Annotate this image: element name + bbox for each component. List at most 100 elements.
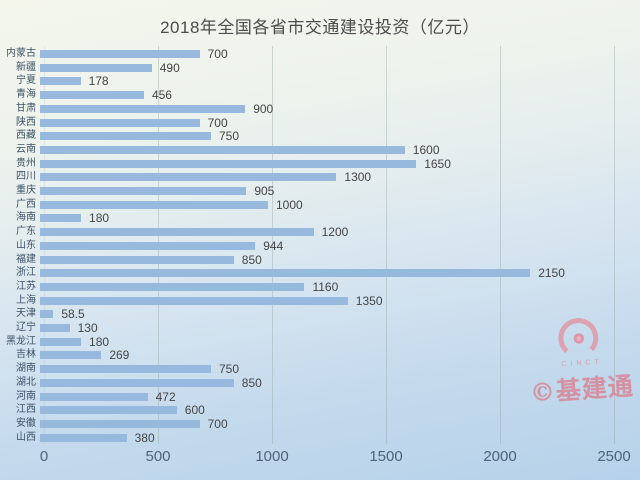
bar bbox=[40, 173, 337, 182]
value-label: 905 bbox=[254, 184, 275, 199]
value-label: 900 bbox=[253, 101, 274, 116]
value-label: 1000 bbox=[276, 197, 303, 212]
value-label: 1600 bbox=[412, 142, 440, 157]
category-label: 安徽 bbox=[16, 417, 36, 429]
bar-row: 重庆 905 bbox=[0, 184, 640, 199]
bar bbox=[40, 365, 211, 374]
bar bbox=[40, 255, 234, 264]
category-label: 重庆 bbox=[16, 185, 36, 197]
bar-row: 吉林 269 bbox=[0, 348, 640, 363]
value-label: 750 bbox=[219, 362, 240, 377]
bar-row: 湖北 850 bbox=[0, 376, 640, 390]
bar bbox=[40, 104, 246, 113]
category-label: 湖南 bbox=[16, 363, 36, 375]
bar-row: 江苏 1160 bbox=[0, 279, 640, 294]
category-label: 广东 bbox=[16, 226, 36, 238]
bar bbox=[40, 419, 200, 428]
bar-row: 广东 1200 bbox=[0, 225, 640, 240]
bar-row: 宁夏 178 bbox=[0, 74, 640, 89]
category-label: 上海 bbox=[16, 294, 36, 306]
category-label: 辽宁 bbox=[16, 322, 36, 334]
value-label: 750 bbox=[219, 129, 240, 144]
bar bbox=[40, 241, 256, 250]
bar bbox=[40, 187, 247, 196]
bar-row: 云南 1600 bbox=[0, 142, 640, 157]
bar-row: 新疆 490 bbox=[0, 60, 640, 75]
value-label: 1160 bbox=[312, 279, 339, 294]
x-tick-label: 1000 bbox=[255, 448, 289, 465]
category-label: 新疆 bbox=[16, 61, 36, 73]
value-label: 600 bbox=[184, 403, 205, 418]
x-tick-label: 0 bbox=[39, 448, 49, 465]
gridline bbox=[272, 46, 273, 444]
gridline bbox=[386, 46, 387, 444]
bar-row: 上海 1350 bbox=[0, 293, 640, 308]
value-label: 944 bbox=[263, 238, 284, 253]
value-label: 490 bbox=[159, 60, 180, 75]
bar bbox=[40, 63, 152, 72]
category-label: 江西 bbox=[16, 404, 36, 416]
bar-row: 西藏 750 bbox=[0, 129, 640, 144]
bar-row: 海南 180 bbox=[0, 211, 640, 225]
value-label: 58.5 bbox=[61, 307, 85, 322]
flower-icon bbox=[572, 332, 585, 344]
bar-row: 贵州 1650 bbox=[0, 156, 640, 171]
bar bbox=[40, 392, 148, 401]
watermark: CINCT ©基建通 bbox=[524, 314, 636, 409]
bar bbox=[40, 214, 82, 223]
x-tick-label: 1500 bbox=[369, 448, 403, 465]
category-label: 浙江 bbox=[16, 267, 36, 279]
x-tick-label: 2500 bbox=[597, 448, 631, 465]
value-label: 1650 bbox=[424, 156, 451, 171]
value-label: 700 bbox=[207, 115, 228, 130]
value-label: 1350 bbox=[355, 293, 383, 308]
bar-row: 黑龙江 180 bbox=[0, 334, 640, 349]
category-label: 宁夏 bbox=[16, 75, 36, 87]
bar-row: 安徽 700 bbox=[0, 417, 640, 431]
bar-row: 陕西 700 bbox=[0, 115, 640, 130]
bar-row: 河南 472 bbox=[0, 389, 640, 404]
watermark-brand-text: ©基建通 bbox=[529, 371, 635, 408]
category-label: 广西 bbox=[16, 198, 36, 210]
category-label: 天津 bbox=[16, 308, 36, 320]
bar bbox=[40, 118, 200, 127]
bar bbox=[40, 310, 54, 319]
bar bbox=[40, 296, 348, 305]
category-label: 山东 bbox=[16, 239, 36, 251]
chart-title: 2018年全国各省市交通建设投资（亿元） bbox=[160, 18, 480, 37]
bar-row: 甘肃 900 bbox=[0, 101, 640, 116]
bar bbox=[40, 282, 305, 291]
bar-row: 天津 58.5 bbox=[0, 307, 640, 322]
category-label: 云南 bbox=[16, 143, 36, 155]
x-tick-label: 500 bbox=[145, 448, 171, 465]
category-label: 内蒙古 bbox=[6, 48, 36, 59]
bar bbox=[40, 132, 211, 141]
bar bbox=[40, 433, 127, 442]
category-label: 山西 bbox=[16, 431, 36, 443]
gridline bbox=[614, 46, 615, 444]
value-label: 178 bbox=[88, 74, 109, 89]
bar-row: 福建 850 bbox=[0, 253, 640, 267]
category-label: 甘肃 bbox=[16, 102, 36, 114]
bar bbox=[40, 159, 417, 168]
bar-rows: 内蒙古 700 新疆 490 宁夏 178 青海 456 甘肃 900 陕西 700 西藏 750 云南 16… bbox=[0, 46, 640, 445]
bar-row: 山西 380 bbox=[0, 431, 640, 445]
value-label: 269 bbox=[109, 348, 130, 363]
bar bbox=[40, 351, 102, 360]
category-label: 黑龙江 bbox=[6, 335, 36, 347]
value-label: 180 bbox=[89, 334, 110, 349]
value-label: 456 bbox=[151, 88, 172, 103]
plot-area: 内蒙古 700 新疆 490 宁夏 178 青海 456 甘肃 900 陕西 700 西藏 750 云南 16… bbox=[0, 46, 640, 445]
category-label: 四川 bbox=[16, 171, 36, 183]
bar bbox=[40, 378, 234, 387]
value-label: 472 bbox=[155, 389, 176, 404]
category-label: 福建 bbox=[16, 253, 36, 265]
bar bbox=[40, 200, 268, 209]
category-label: 河南 bbox=[16, 390, 36, 402]
bar-row: 四川 1300 bbox=[0, 170, 640, 184]
bar bbox=[40, 406, 177, 415]
bar bbox=[40, 50, 200, 58]
category-label: 陕西 bbox=[16, 116, 36, 128]
value-label: 1200 bbox=[321, 225, 349, 240]
